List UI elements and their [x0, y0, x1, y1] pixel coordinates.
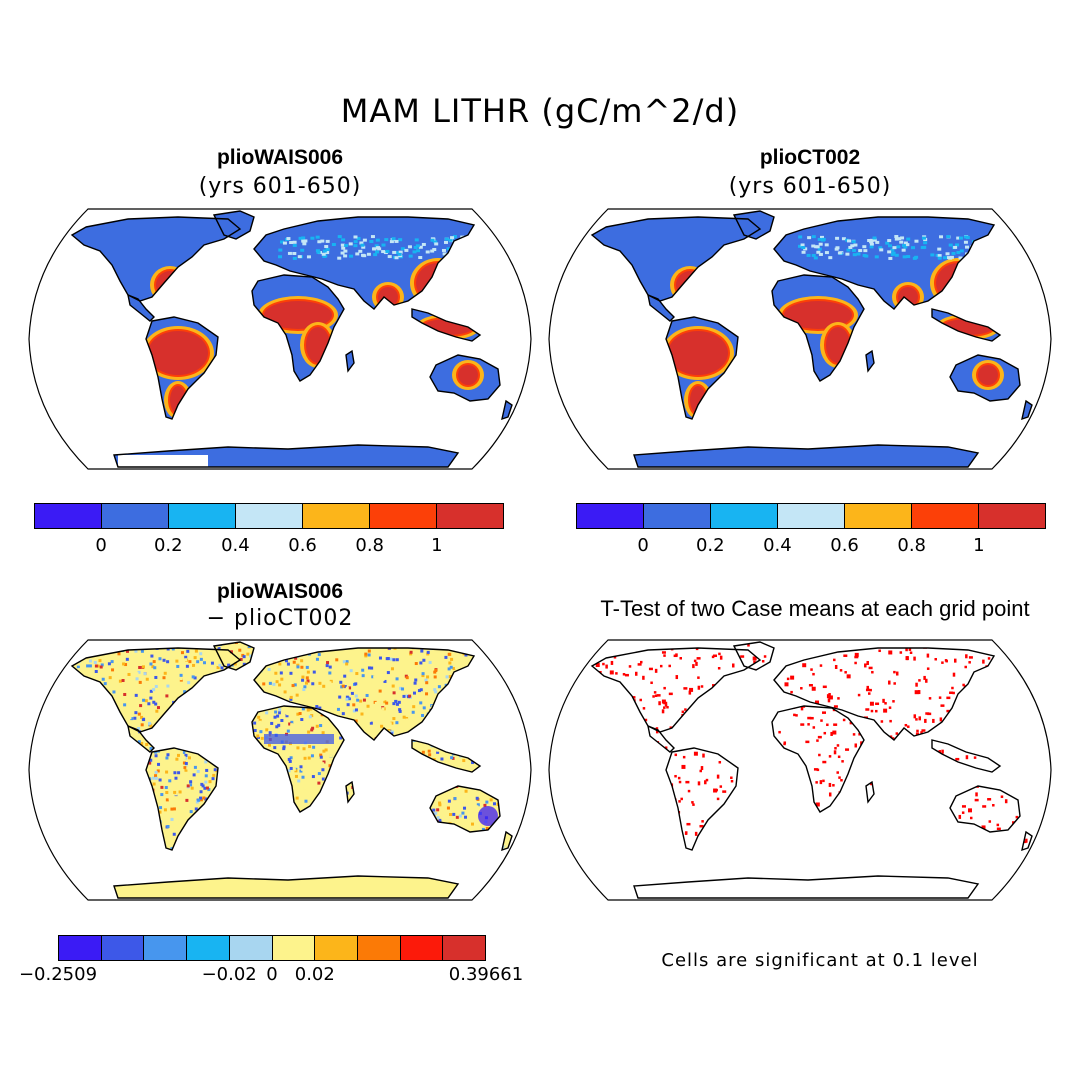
colorbar-swatch	[102, 504, 169, 528]
map-difference	[28, 639, 532, 901]
colorbar-tick-label: 0.2	[153, 535, 183, 556]
colorbar-tick-label: 0.6	[288, 535, 317, 556]
colorbar-swatch	[229, 936, 273, 960]
colorbar-difference-ticks: −0.2509 −0.02 0 0.02 0.39661	[19, 964, 523, 988]
panel-top-right-subtitle: (yrs 601-650)	[728, 174, 892, 199]
map-outline	[548, 208, 1052, 470]
significance-note: Cells are significant at 0.1 level	[661, 950, 979, 971]
colorbar-tick-label: 0.8	[355, 535, 385, 556]
colorbar-swatch	[443, 936, 486, 960]
colorbar-swatch	[35, 504, 102, 528]
figure-title: MAM LITHR (gC/m^2/d)	[340, 92, 740, 130]
colorbar-difference	[58, 935, 486, 961]
colorbar-swatch	[236, 504, 303, 528]
coastlines	[590, 210, 1033, 468]
colorbar-tick-label: 0	[266, 964, 278, 985]
colorbar-plioWAIS006-ticks: 0 0.2 0.4 0.6 0.8 1	[34, 535, 504, 559]
map-outline	[548, 639, 1052, 901]
map-ttest-significance	[548, 639, 1052, 901]
panel-bottom-left-title: plioWAIS006	[216, 580, 344, 603]
colorbar-swatch	[272, 936, 316, 960]
colorbar-swatch	[778, 504, 845, 528]
colorbar-tick-label: 0.4	[221, 535, 250, 556]
colorbar-tick-label: 0	[637, 535, 649, 556]
colorbar-tick-label: −0.02	[201, 964, 257, 985]
colorbar-swatch	[577, 504, 644, 528]
colorbar-swatch	[187, 936, 230, 960]
colorbar-tick-label: 1	[431, 535, 443, 556]
coastlines	[590, 641, 1033, 899]
colorbar-swatch	[101, 936, 145, 960]
panel-top-left-subtitle: (yrs 601-650)	[198, 174, 362, 199]
colorbar-swatch	[59, 936, 102, 960]
coastlines	[70, 641, 513, 899]
colorbar-swatch	[711, 504, 778, 528]
colorbar-swatch	[144, 936, 188, 960]
colorbar-tick-label: 0	[95, 535, 107, 556]
colorbar-swatch	[169, 504, 236, 528]
colorbar-tick-label: 0.8	[897, 535, 927, 556]
colorbar-swatch	[315, 936, 358, 960]
colorbar-plioCT002-ticks: 0 0.2 0.4 0.6 0.8 1	[576, 535, 1046, 559]
colorbar-swatch	[437, 504, 503, 528]
panel-top-right-title: plioCT002	[759, 146, 861, 169]
colorbar-tick-label: 1	[973, 535, 985, 556]
colorbar-swatch	[979, 504, 1045, 528]
colorbar-swatch	[303, 504, 370, 528]
colorbar-swatch	[644, 504, 711, 528]
map-outline	[28, 208, 532, 470]
coastlines	[70, 210, 513, 468]
colorbar-plioCT002	[576, 503, 1046, 529]
colorbar-swatch	[400, 936, 444, 960]
panel-bottom-left-subtitle: − plioCT002	[206, 606, 354, 631]
map-outline	[28, 639, 532, 901]
colorbar-tick-label: 0.39661	[448, 964, 524, 985]
colorbar-plioWAIS006	[34, 503, 504, 529]
panel-top-left-title: plioWAIS006	[216, 146, 344, 169]
colorbar-tick-label: −0.2509	[18, 964, 98, 985]
map-plioCT002	[548, 208, 1052, 470]
colorbar-swatch	[370, 504, 437, 528]
colorbar-tick-label: 0.4	[763, 535, 792, 556]
colorbar-swatch	[845, 504, 912, 528]
panel-bottom-right-title: T-Test of two Case means at each grid po…	[600, 596, 1030, 621]
colorbar-swatch	[357, 936, 401, 960]
colorbar-tick-label: 0.2	[695, 535, 725, 556]
colorbar-swatch	[912, 504, 979, 528]
colorbar-tick-label: 0.6	[830, 535, 859, 556]
map-plioWAIS006	[28, 208, 532, 470]
colorbar-tick-label: 0.02	[294, 964, 335, 985]
